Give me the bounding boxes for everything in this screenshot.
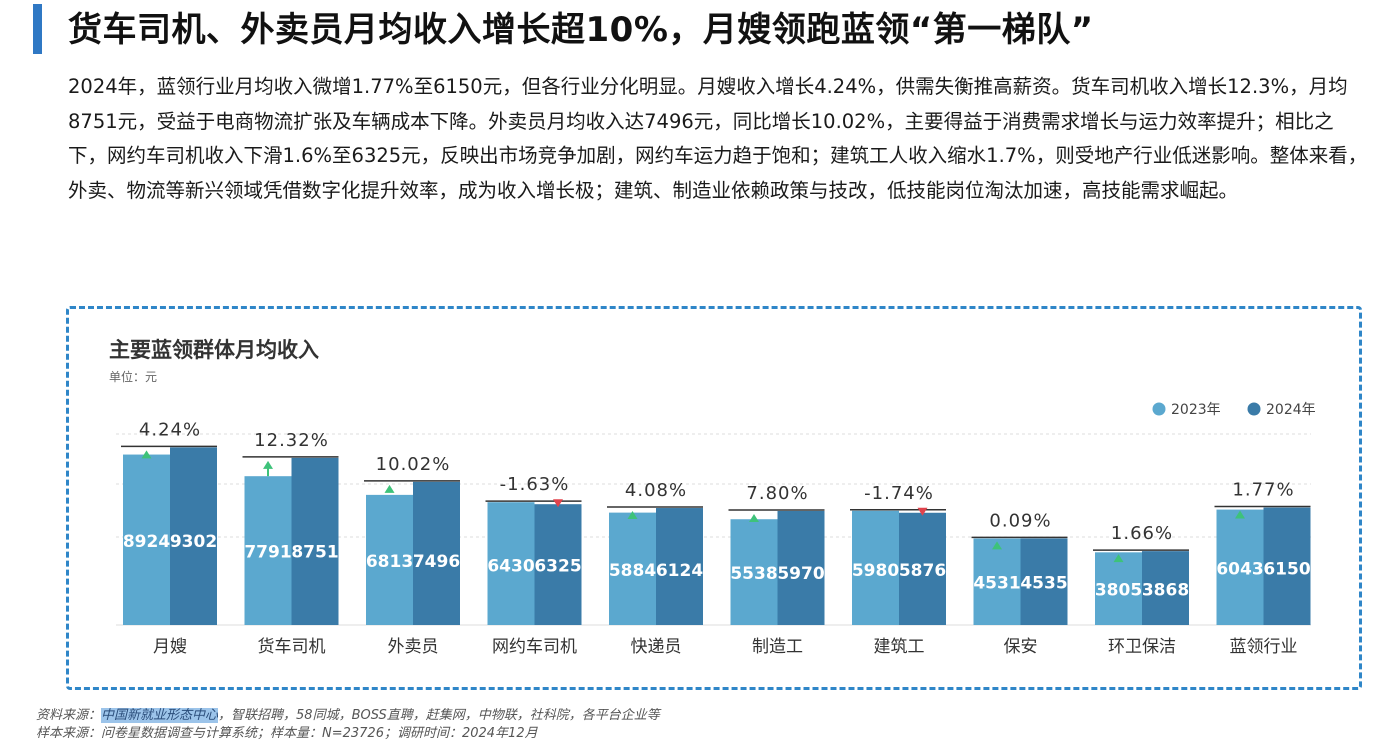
value-label-2024: 6150 [1263, 559, 1310, 579]
change-up-arrow [749, 513, 759, 522]
change-up-arrow [1235, 510, 1245, 519]
change-up-arrow [1113, 554, 1124, 563]
source-rest: ，智联招聘，58同城，BOSS直聘，赶集网，中物联，社科院，各平台企业等 [218, 708, 660, 723]
legend-marker [1247, 402, 1261, 416]
change-up-arrow [627, 511, 638, 520]
page-title: 货车司机、外卖员月均收入增长超10%，月嫂领跑蓝领“第一梯队” [68, 10, 1094, 50]
value-label-2024: 3868 [1142, 581, 1189, 601]
bar-2024 [1020, 538, 1068, 625]
change-percent-label: -1.74% [864, 483, 934, 504]
bar-2023 [730, 519, 778, 625]
value-label-2023: 8924 [123, 532, 170, 552]
category-label: 货车司机 [258, 637, 326, 657]
value-label-2023: 7791 [244, 543, 291, 563]
change-percent-label: 1.77% [1232, 480, 1294, 501]
bar-2023 [244, 476, 292, 625]
value-label-2023: 4531 [973, 574, 1020, 594]
chart-frame [66, 306, 1362, 690]
bar-2023 [852, 510, 899, 625]
value-label-2023: 6043 [1216, 559, 1263, 579]
category-label: 环卫保洁 [1108, 637, 1176, 657]
chart-unit-label: 单位：元 [109, 369, 157, 384]
change-down-arrow [553, 499, 563, 508]
title-accent-bar [33, 4, 42, 54]
change-up-arrow [263, 460, 273, 469]
change-up-arrow [992, 541, 1002, 550]
value-label-2023: 3805 [1095, 581, 1142, 601]
bar-2023 [609, 512, 656, 625]
source-prefix: 资料来源： [36, 708, 102, 723]
category-label: 建筑工 [874, 637, 925, 657]
chart-title: 主要蓝领群体月均收入 [109, 338, 319, 362]
category-label: 月嫂 [153, 637, 187, 657]
bar-2024 [656, 508, 703, 625]
value-label-2024: 6325 [534, 557, 581, 577]
change-percent-label: 4.08% [625, 480, 687, 501]
source-note: 资料来源：中国新就业形态中心，智联招聘，58同城，BOSS直聘，赶集网，中物联，… [36, 704, 660, 723]
change-percent-label: 10.02% [376, 454, 451, 475]
category-label: 网约车司机 [492, 637, 577, 657]
bar-2024 [1142, 551, 1189, 625]
summary-paragraph: 2024年，蓝领行业月均收入微增1.77%至6150元，但各行业分化明显。月嫂收… [68, 75, 1368, 202]
change-percent-label: -1.63% [500, 474, 570, 495]
value-label-2024: 8751 [291, 543, 338, 563]
value-label-2024: 5876 [899, 561, 946, 581]
change-percent-label: 12.32% [254, 430, 329, 451]
value-label-2024: 5970 [777, 564, 824, 584]
bar-2023 [973, 538, 1021, 625]
category-label: 外卖员 [388, 637, 439, 657]
change-percent-label: 4.24% [139, 419, 201, 440]
legend-marker [1152, 402, 1166, 416]
source-highlight[interactable]: 中国新就业形态中心 [101, 708, 219, 723]
category-label: 保安 [1004, 637, 1038, 657]
bar-2024 [777, 510, 825, 625]
change-percent-label: 0.09% [989, 510, 1051, 531]
bar-2023 [487, 502, 535, 625]
value-label-2023: 6430 [487, 557, 534, 577]
bar-2023 [366, 494, 413, 625]
bar-2023 [1095, 552, 1142, 625]
change-up-arrow [384, 484, 395, 493]
value-label-2024: 4535 [1020, 574, 1067, 594]
value-label-2023: 5538 [730, 564, 777, 584]
sample-note: 样本来源：问卷星数据调查与计算系统；样本量：N=23726；调研时间：2024年… [36, 726, 538, 741]
bar-2024 [899, 512, 946, 625]
category-label: 快递员 [631, 637, 682, 657]
bar-2023 [123, 454, 170, 625]
bar-2024 [291, 457, 339, 625]
value-label-2024: 6124 [656, 561, 703, 581]
legend-label: 2024年 [1266, 402, 1316, 418]
value-label-2023: 6813 [366, 552, 413, 572]
change-up-arrow [141, 450, 152, 459]
category-label: 制造工 [752, 637, 803, 657]
change-percent-label: 1.66% [1111, 523, 1173, 544]
change-percent-label: 7.80% [746, 483, 808, 504]
change-down-arrow [917, 507, 928, 516]
bar-2023 [1216, 509, 1264, 625]
category-label: 蓝领行业 [1230, 637, 1298, 657]
value-label-2023: 5980 [852, 561, 899, 581]
value-label-2024: 7496 [413, 552, 460, 572]
legend-label: 2023年 [1171, 402, 1221, 418]
bar-2024 [170, 447, 217, 625]
value-label-2024: 9302 [170, 532, 217, 552]
bar-2024 [534, 504, 582, 625]
bar-2024 [1263, 507, 1311, 625]
value-label-2023: 5884 [609, 561, 656, 581]
bar-2024 [413, 481, 460, 625]
